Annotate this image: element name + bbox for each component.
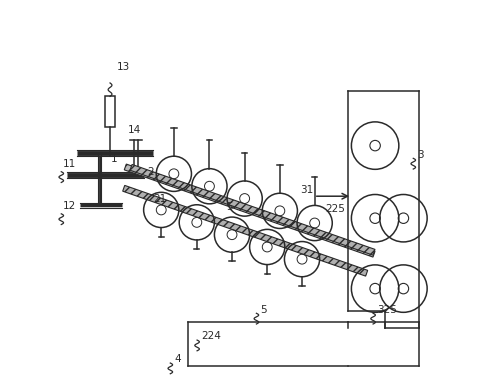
Text: 14: 14 <box>128 125 141 135</box>
Text: 5: 5 <box>260 305 267 314</box>
Text: 4: 4 <box>174 354 181 364</box>
Text: 225: 225 <box>325 204 345 214</box>
Text: 11: 11 <box>63 159 76 169</box>
Text: 12: 12 <box>63 201 76 211</box>
Text: 21: 21 <box>153 194 166 204</box>
Text: 13: 13 <box>117 61 130 71</box>
Text: 224: 224 <box>201 331 221 341</box>
Text: 1: 1 <box>111 154 118 164</box>
Bar <box>105 96 115 127</box>
Text: 5: 5 <box>226 202 232 212</box>
Polygon shape <box>122 185 368 276</box>
Text: 325: 325 <box>377 305 397 314</box>
Text: 31: 31 <box>300 185 313 195</box>
Text: 2: 2 <box>147 167 154 177</box>
Polygon shape <box>124 164 375 257</box>
Polygon shape <box>130 164 375 255</box>
Text: 3: 3 <box>417 149 424 160</box>
